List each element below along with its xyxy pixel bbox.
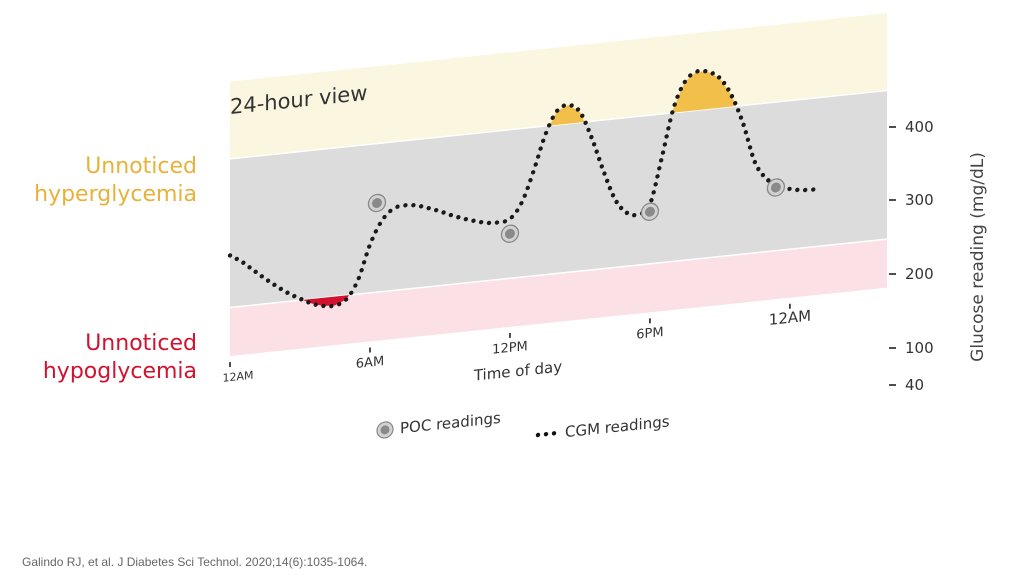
- y-tick-label: 200: [905, 265, 934, 283]
- hypoglycemia-label: Unnoticed hypoglycemia: [43, 330, 197, 386]
- x-tick-label: 12AM: [769, 307, 811, 329]
- y-axis-title: Glucose reading (mg/dL): [968, 152, 988, 362]
- hyperglycemia-fill: [549, 105, 585, 126]
- legend-poc-marker: [376, 421, 394, 439]
- y-tick-label: 100: [905, 339, 934, 357]
- y-axis: 40 100 200 300 400: [889, 118, 934, 394]
- y-tick-label: 40: [905, 376, 924, 394]
- legend-poc-label: POC readings: [400, 409, 501, 437]
- hyperglycemia-label: Unnoticed hyperglycemia: [34, 153, 197, 209]
- hyperglycemia-zone: [230, 13, 887, 159]
- poc-point: [367, 193, 387, 213]
- x-tick-label: 6AM: [356, 354, 384, 372]
- x-tick-label: 12AM: [223, 369, 254, 385]
- hypo-label-line-1: Unnoticed: [85, 331, 197, 356]
- hypoglycemia-zone: [230, 239, 887, 357]
- y-tick-label: 300: [905, 191, 934, 209]
- hyperglycemia-fill: [672, 71, 736, 113]
- x-tick-label: 12PM: [492, 339, 528, 358]
- poc-point: [766, 178, 786, 197]
- target-range-zone: [230, 90, 887, 308]
- poc-point: [640, 202, 660, 221]
- legend-cgm-marker: [535, 431, 557, 438]
- hyper-label-line-1: Unnoticed: [85, 154, 197, 179]
- x-axis-title: Time of day: [473, 358, 562, 385]
- hypo-label-line-2: hypoglycemia: [42, 359, 197, 384]
- poc-points: [367, 178, 786, 243]
- legend-cgm-label: CGM readings: [565, 412, 670, 441]
- x-axis: 12AM 6AM 12PM 6PM 12AM: [223, 303, 811, 385]
- poc-point: [500, 224, 520, 243]
- hyper-label-line-2: hyperglycemia: [34, 182, 197, 207]
- cgm-line: [227, 68, 816, 309]
- hyper-threshold-line: [230, 89, 887, 160]
- x-tick-label: 6PM: [636, 325, 663, 343]
- y-tick-label: 400: [905, 118, 934, 136]
- citation: Galindo RJ, et al. J Diabetes Sci Techno…: [22, 555, 368, 569]
- legend: POC readings CGM readings: [376, 409, 670, 441]
